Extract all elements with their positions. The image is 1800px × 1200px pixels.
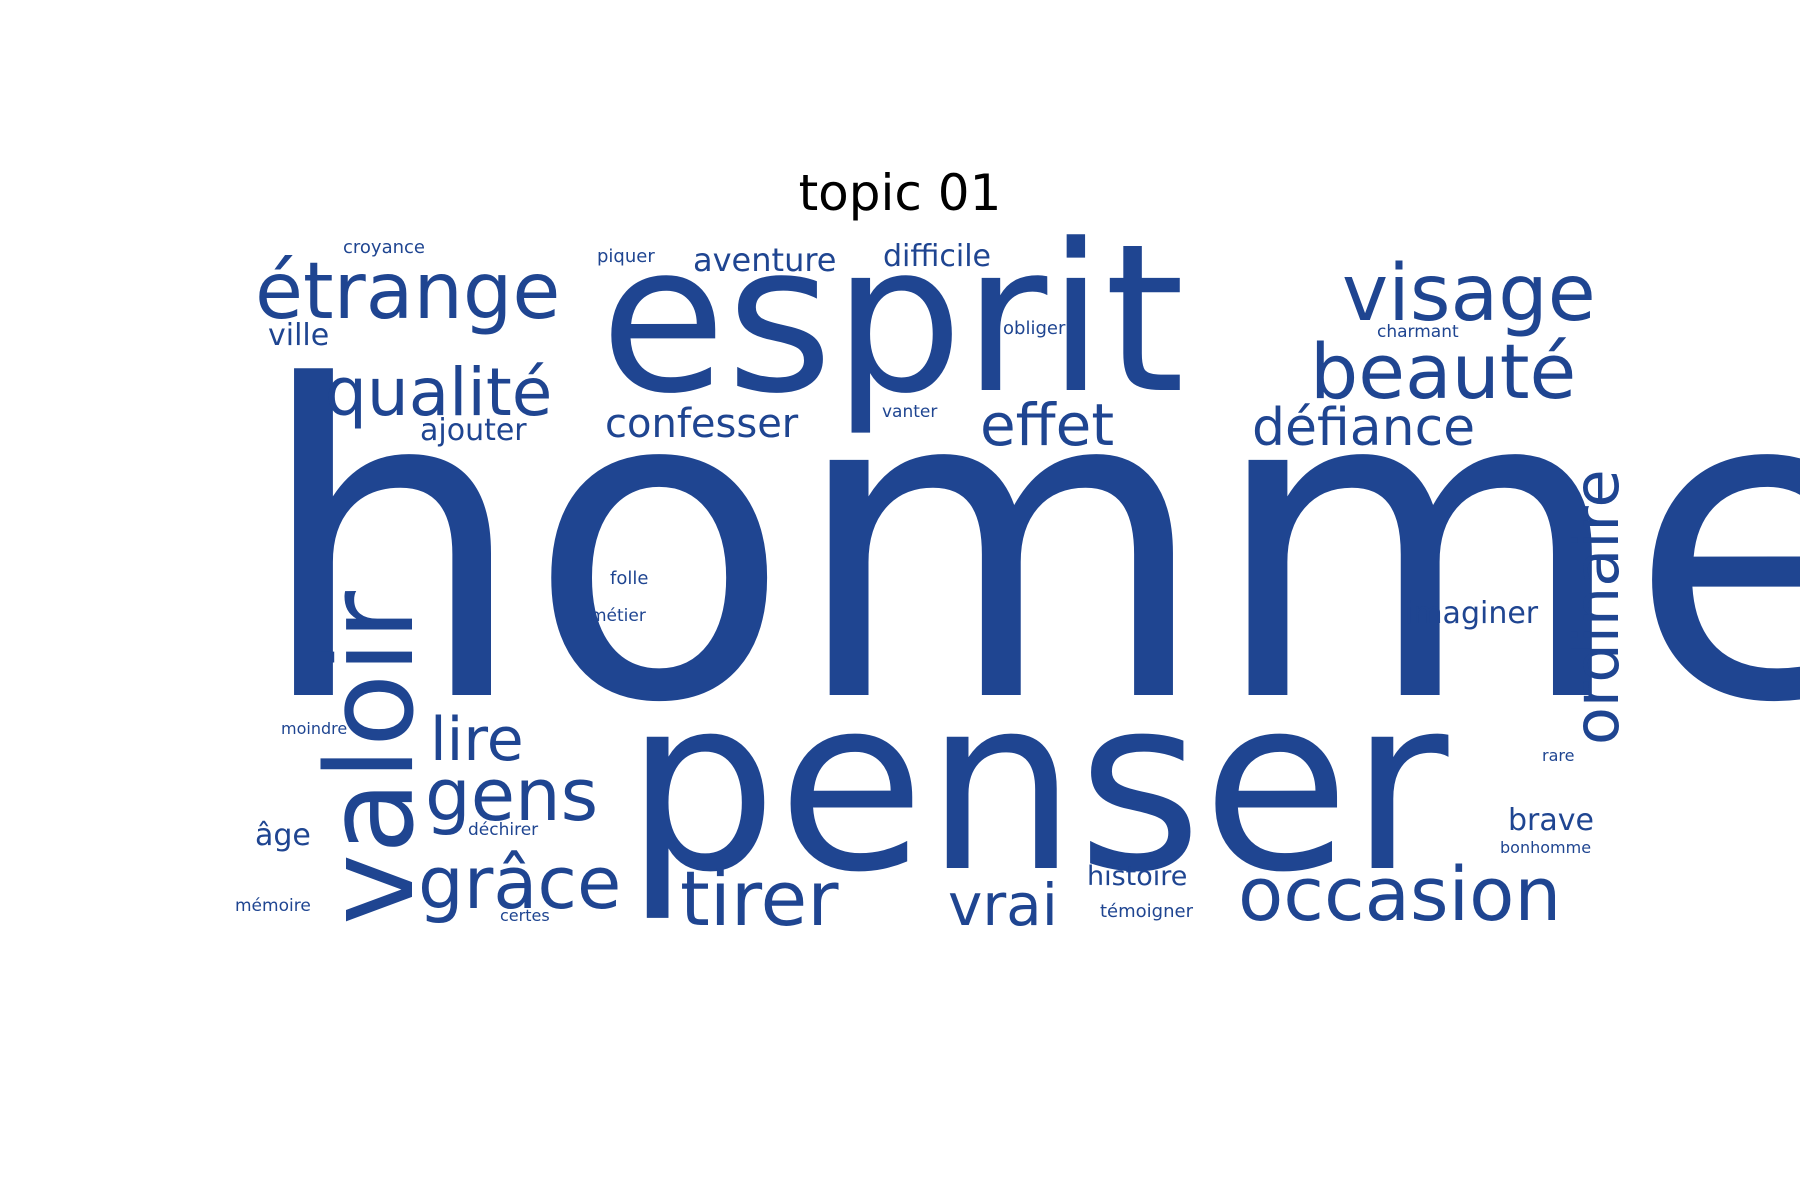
word-lire: lire (430, 705, 524, 775)
word-aventure: aventure (693, 241, 836, 279)
figure-title: topic 01 (798, 164, 1002, 222)
word-ordinaire: ordinaire (1560, 469, 1633, 745)
word-penser: penser (625, 645, 1449, 925)
word-vrai: vrai (948, 871, 1058, 939)
word-folle: folle (610, 568, 648, 589)
word-gens: gens (425, 753, 598, 837)
word-dechirer: déchirer (468, 820, 538, 840)
word-etrange: étrange (255, 247, 560, 337)
word-piquer: piquer (597, 246, 655, 267)
word-beaute: beauté (1310, 327, 1576, 416)
word-memoire: mémoire (235, 896, 311, 916)
word-visage: visage (1342, 249, 1596, 339)
word-occasion: occasion (1238, 852, 1561, 938)
word-moindre: moindre (281, 719, 347, 738)
word-defiance: défiance (1252, 398, 1475, 458)
word-obliger: obliger (1003, 318, 1066, 339)
word-tirer: tirer (680, 854, 839, 943)
word-valoir: valoir (302, 590, 441, 925)
word-metier: métier (590, 606, 646, 626)
word-homme: homme (255, 297, 1800, 797)
word-qualite: qualité (325, 354, 552, 431)
word-histoire: histoire (1087, 861, 1187, 892)
word-difficile: difficile (883, 239, 991, 274)
word-effet: effet (980, 391, 1114, 459)
word-grace: grâce (418, 841, 621, 925)
word-charmant: charmant (1377, 322, 1459, 342)
word-bonhomme: bonhomme (1500, 838, 1591, 857)
word-ville: ville (268, 318, 329, 353)
word-vanter: vanter (882, 402, 937, 422)
word-age: âge (255, 818, 311, 853)
word-temoigner: témoigner (1100, 901, 1194, 922)
word-confesser: confesser (605, 401, 799, 447)
word-ajouter: ajouter (420, 413, 527, 448)
word-croyance: croyance (343, 237, 425, 258)
word-certes: certes (500, 906, 550, 925)
word-imaginer: imaginer (1405, 596, 1539, 631)
word-brave: brave (1508, 803, 1594, 838)
word-esprit: esprit (600, 201, 1185, 439)
word-rare: rare (1542, 746, 1574, 765)
